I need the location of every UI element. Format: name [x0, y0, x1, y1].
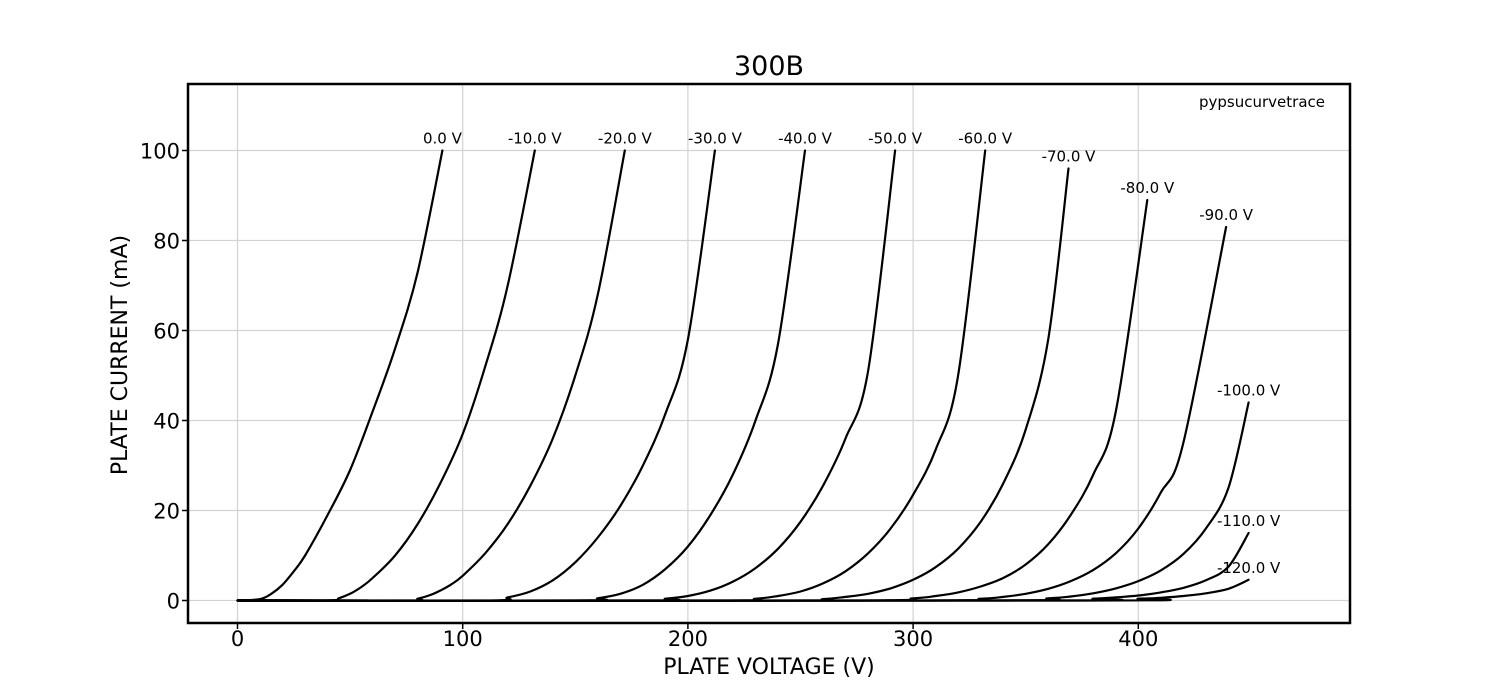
series-label: -100.0 V [1217, 382, 1281, 400]
x-tick-label: 300 [893, 627, 933, 651]
y-tick-label: 100 [140, 140, 180, 164]
series-line [236, 401, 1250, 602]
series-line [236, 167, 1070, 602]
series-line [236, 149, 716, 602]
series-line [236, 149, 987, 602]
x-axis-label: PLATE VOLTAGE (V) [663, 655, 874, 680]
grid [188, 84, 1350, 623]
series-line [236, 578, 1250, 602]
series-line [236, 225, 1228, 602]
x-tick-label: 200 [668, 627, 708, 651]
chart-annotation: pypsucurvetrace [1199, 93, 1325, 111]
y-tick-label: 40 [153, 410, 180, 434]
series-line [236, 149, 444, 602]
chart-title: 300B [734, 51, 804, 82]
series-label: 0.0 V [423, 130, 463, 148]
series-line [236, 149, 626, 602]
series-label: -120.0 V [1217, 559, 1281, 577]
y-tick-label: 60 [153, 320, 180, 344]
y-tick-label: 20 [153, 500, 180, 524]
plot-frame [186, 82, 1352, 625]
series-label: -50.0 V [868, 130, 923, 148]
y-axis-label: PLATE CURRENT (mA) [108, 235, 133, 475]
series-label: -110.0 V [1217, 512, 1281, 530]
series-label: -10.0 V [508, 130, 563, 148]
series-label: -20.0 V [598, 130, 653, 148]
series-label: -40.0 V [778, 130, 833, 148]
y-tick-label: 0 [167, 590, 180, 614]
plot-curves [236, 149, 1250, 602]
series-label: -90.0 V [1199, 206, 1254, 224]
series-label: -70.0 V [1042, 148, 1097, 166]
series-label: -60.0 V [958, 130, 1013, 148]
x-tick-label: 400 [1118, 627, 1158, 651]
y-tick-label: 80 [153, 230, 180, 254]
series-label: -30.0 V [688, 130, 743, 148]
series-label: -80.0 V [1120, 179, 1175, 197]
x-tick-label: 100 [443, 627, 483, 651]
series-line [236, 149, 536, 602]
x-tick-label: 0 [231, 627, 244, 651]
axis-ticks: 0 100 200 300 400 0 20 40 60 80 100 [140, 140, 1158, 652]
curve-labels: 0.0 V -10.0 V -20.0 V -30.0 V -40.0 V -50.0 V… [423, 130, 1281, 577]
